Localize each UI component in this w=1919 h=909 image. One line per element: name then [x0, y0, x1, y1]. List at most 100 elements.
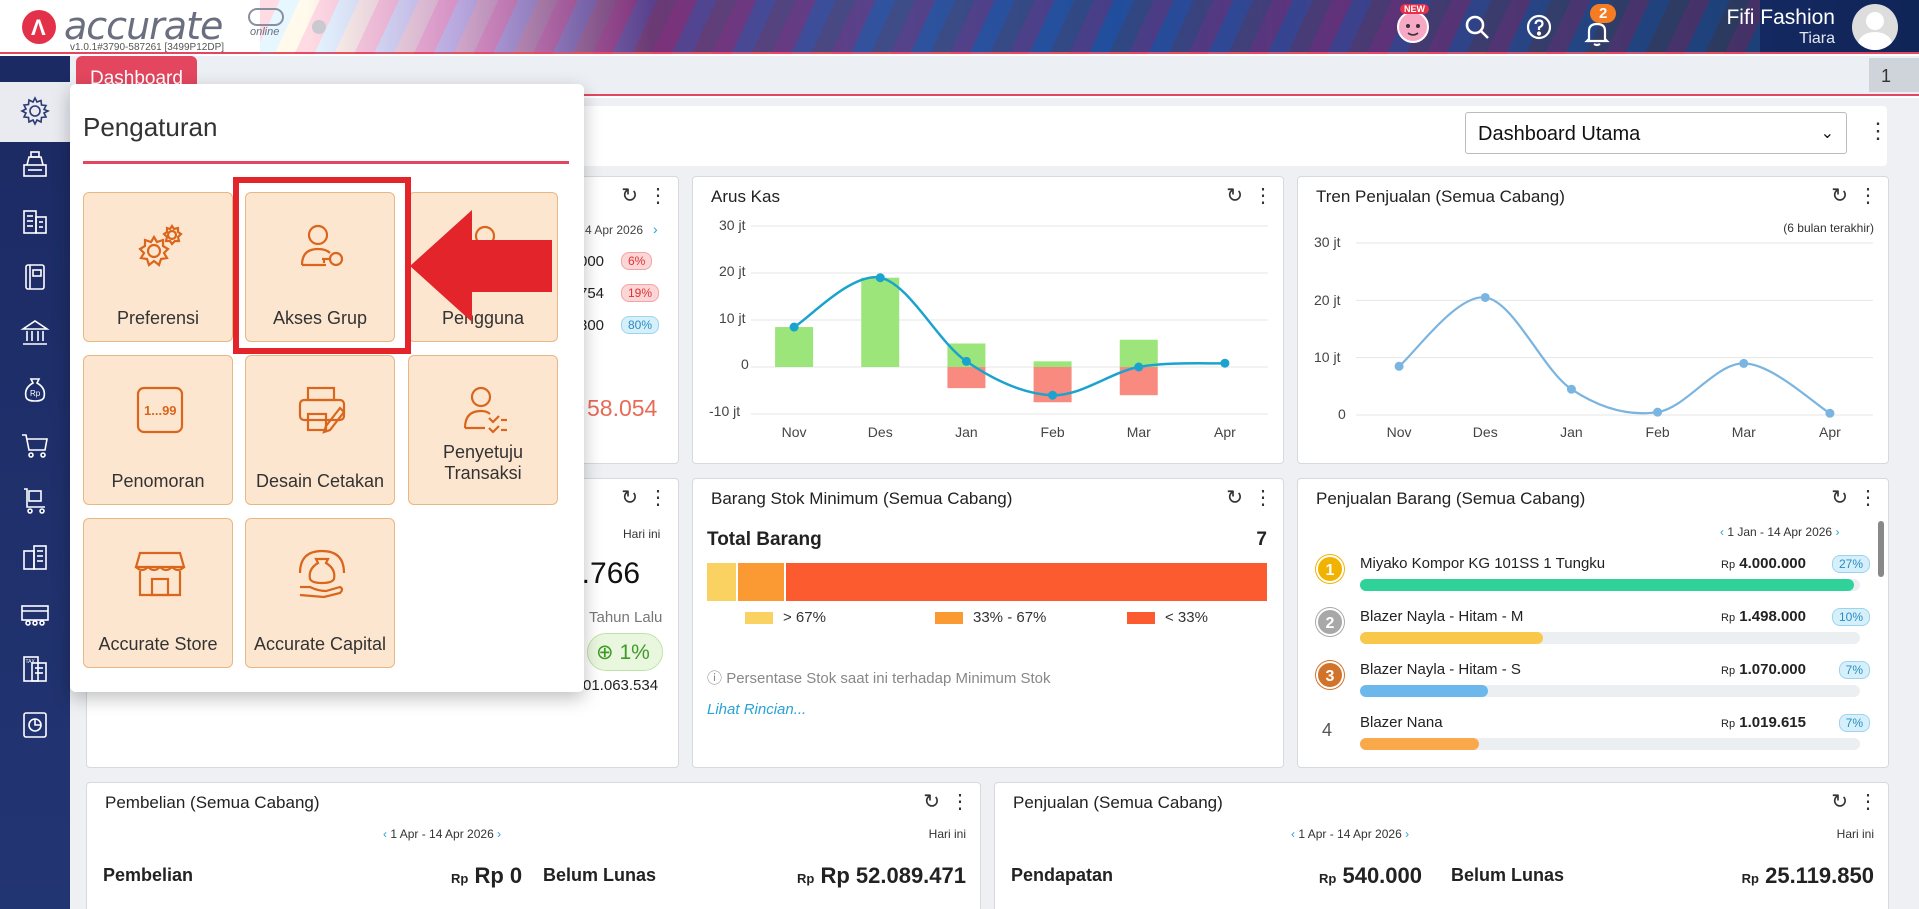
refresh-icon[interactable]: ↻ — [1226, 487, 1243, 509]
row-value: 300 — [579, 317, 605, 334]
sidebar-item-company[interactable] — [10, 198, 60, 244]
x-tick: Jan — [1560, 424, 1583, 440]
bell-icon[interactable] — [1578, 14, 1616, 52]
card-stok-minimum: Barang Stok Minimum (Semua Cabang) ↻ ⋮ To… — [692, 478, 1284, 768]
sidebar-item-purchase[interactable] — [10, 478, 60, 524]
settings-panel: Pengaturan Preferensi Akses Grup Penggun… — [70, 84, 584, 692]
card-title: Arus Kas — [711, 187, 780, 206]
search-icon[interactable] — [1458, 8, 1496, 46]
card-title: Barang Stok Minimum (Semua Cabang) — [711, 489, 1013, 508]
notification-count-badge: 2 — [1590, 4, 1617, 23]
total-label: Total Barang — [707, 529, 822, 550]
kebab-icon[interactable]: ⋮ — [950, 791, 970, 813]
item-name: Blazer Nayla - Hitam - M — [1360, 608, 1524, 625]
chevron-right-icon[interactable]: › — [653, 221, 658, 237]
pendapatan-value: Rp 540.000 — [1319, 863, 1422, 888]
kebab-icon[interactable]: ⋮ — [1253, 185, 1273, 207]
lihat-rincian-link[interactable]: Lihat Rincian... — [707, 701, 807, 718]
tile-accurate-capital[interactable]: Accurate Capital — [245, 518, 395, 668]
sidebar-item-reports[interactable] — [10, 702, 60, 748]
pembelian-value: Rp Rp 0 — [451, 863, 523, 888]
kebab-icon[interactable]: ⋮ — [1253, 487, 1273, 509]
dashboard-menu-icon[interactable]: ⋮ — [1867, 118, 1889, 143]
data-point — [875, 273, 885, 283]
belum-lunas-value: Rp Rp 52.089.471 — [796, 863, 966, 888]
window-count[interactable]: 1 — [1869, 58, 1919, 92]
tile-accurate-store[interactable]: Accurate Store — [83, 518, 233, 668]
sidebar-item-inventory[interactable] — [10, 534, 60, 580]
tile-akses-grup[interactable]: Akses Grup — [245, 192, 395, 342]
stock-info-text: Persentase Stok saat ini terhadap Minimu… — [726, 670, 1051, 687]
x-tick: Des — [868, 424, 893, 440]
settings-panel-title: Pengaturan — [83, 112, 218, 142]
user-name[interactable]: Fifi Fashion — [1726, 6, 1835, 29]
brand-wordmark: accurate — [64, 4, 223, 48]
bank-icon — [20, 320, 50, 345]
dashboard-select[interactable]: Dashboard Utama ⌄ — [1465, 112, 1847, 154]
info-icon: ⓘ — [707, 670, 723, 687]
help-icon[interactable] — [1520, 8, 1558, 46]
x-tick: Jan — [955, 424, 978, 440]
chevron-right-icon[interactable]: › — [1835, 525, 1840, 539]
refresh-icon[interactable]: ↻ — [621, 185, 638, 207]
sidebar-item-bank[interactable] — [10, 310, 60, 356]
chevron-left-icon[interactable]: ‹ — [1291, 827, 1295, 841]
period-nav: ‹ 1 Apr - 14 Apr 2026 › — [1291, 827, 1409, 841]
kebab-icon[interactable]: ⋮ — [1858, 185, 1878, 207]
refresh-icon[interactable]: ↻ — [1226, 185, 1243, 207]
card-title: Tren Penjualan (Semua Cabang) — [1316, 187, 1565, 206]
kebab-icon[interactable]: ⋮ — [1858, 487, 1878, 509]
tile-penomoran[interactable]: 1...99 Penomoran — [83, 355, 233, 505]
kebab-icon[interactable]: ⋮ — [648, 185, 668, 207]
period-note: (6 bulan terakhir) — [1783, 221, 1874, 235]
medal-icon: 3 — [1316, 661, 1344, 689]
card-date: 4 Apr 2026 — [585, 223, 644, 237]
accurate-logo[interactable]: Λ accurate online v1.0.1#3790-587261 [34… — [22, 4, 322, 53]
refresh-icon[interactable]: ↻ — [1831, 185, 1848, 207]
tile-desain-cetakan[interactable]: Desain Cetakan — [245, 355, 395, 505]
card-penjualan-barang: Penjualan Barang (Semua Cabang) ↻ ⋮ ‹ 1 J… — [1297, 478, 1889, 768]
chevron-left-icon[interactable]: ‹ — [1720, 525, 1724, 539]
title-divider — [83, 161, 569, 164]
x-tick: Mar — [1732, 424, 1756, 440]
book-icon — [25, 264, 45, 290]
tile-label: Penyetuju Transaksi — [442, 442, 524, 483]
scrollbar[interactable] — [1878, 521, 1884, 577]
kebab-icon[interactable]: ⋮ — [1858, 791, 1878, 813]
x-tick: Mar — [1127, 424, 1151, 440]
refresh-icon[interactable]: ↻ — [923, 791, 940, 813]
pct-badge: 7% — [1838, 661, 1870, 679]
item-value: Rp 1.070.000 — [1721, 661, 1806, 678]
bar — [861, 277, 900, 367]
sidebar-item-settings[interactable] — [10, 88, 60, 134]
data-point — [1220, 358, 1230, 368]
sidebar-active-highlight — [0, 82, 70, 142]
period-text: 1 Apr - 14 Apr 2026 — [390, 827, 494, 841]
sidebar-item-sales[interactable] — [10, 422, 60, 468]
chevron-left-icon[interactable]: ‹ — [383, 827, 387, 841]
avatar[interactable] — [1852, 4, 1898, 50]
building-icon — [23, 210, 47, 234]
refresh-icon[interactable]: ↻ — [621, 487, 638, 509]
sidebar-item-pos[interactable] — [10, 142, 60, 188]
tile-penyetuju-transaksi[interactable]: Penyetuju Transaksi — [408, 355, 558, 505]
chevron-right-icon[interactable]: › — [1405, 827, 1410, 841]
sidebar-item-tax[interactable]: TAX — [10, 646, 60, 692]
refresh-icon[interactable]: ↻ — [1831, 791, 1848, 813]
chevron-right-icon[interactable]: › — [497, 827, 502, 841]
period-text: 1 Apr - 14 Apr 2026 — [1298, 827, 1402, 841]
pendapatan-label: Pendapatan — [1011, 865, 1114, 885]
tren-penjualan-chart: Nov Des Jan Feb Mar Apr — [1356, 242, 1873, 440]
row-value: 000 — [579, 253, 605, 270]
list-item: 4 Blazer Nana Rp 1.019.615 7% — [1298, 714, 1888, 767]
sidebar-item-money[interactable]: Rp — [10, 366, 60, 412]
bar — [1033, 361, 1072, 367]
sidebar-item-ledger[interactable] — [10, 254, 60, 300]
refresh-icon[interactable]: ↻ — [1831, 487, 1848, 509]
tile-preferensi[interactable]: Preferensi — [83, 192, 233, 342]
tile-label: Accurate Store — [98, 634, 218, 654]
today-label: Hari ini — [1836, 827, 1874, 841]
kebab-icon[interactable]: ⋮ — [648, 487, 668, 509]
brand-subtitle: online — [250, 26, 280, 38]
sidebar-item-assets[interactable] — [10, 590, 60, 636]
